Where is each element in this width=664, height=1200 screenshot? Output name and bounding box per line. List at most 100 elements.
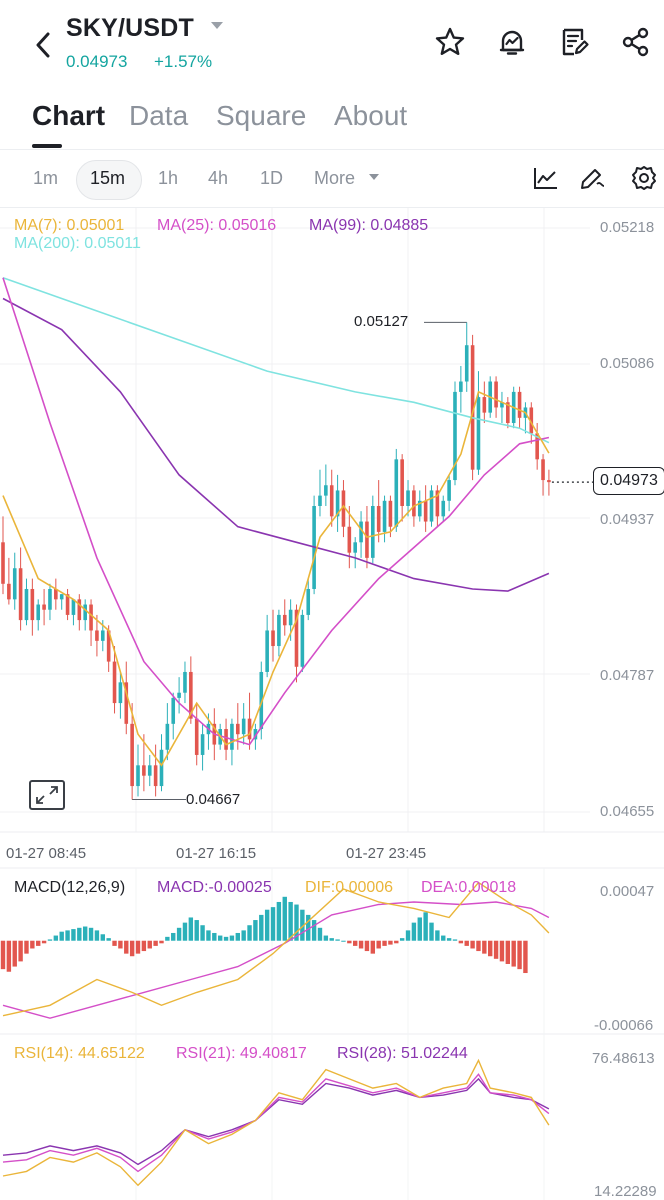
candle-body	[183, 671, 187, 693]
macd-bar	[282, 896, 287, 941]
macd-bar	[147, 940, 152, 949]
macd-bar	[288, 901, 293, 941]
candle-body	[77, 599, 82, 621]
interval-4h[interactable]: 4h	[208, 168, 229, 188]
price-axis-label: 0.05218	[600, 219, 654, 236]
candle-body	[18, 568, 23, 621]
candle-body	[194, 718, 199, 755]
macd-bar	[464, 940, 469, 946]
indicator-lines	[2, 277, 594, 1187]
draw-button[interactable]	[576, 162, 608, 194]
back-button[interactable]	[28, 28, 58, 62]
chart-settings-button[interactable]	[628, 162, 660, 194]
candle-body	[65, 594, 70, 615]
candle-body	[464, 345, 469, 382]
macd-bar	[217, 935, 223, 941]
interval-bar: 1m 15m 1h 4h 1D More	[0, 152, 664, 208]
tab-chart[interactable]: Chart	[32, 100, 106, 131]
macd-bar	[441, 935, 446, 941]
ma25-legend: MA(25): 0.05016	[157, 217, 277, 234]
interval-15m[interactable]: 15m	[90, 168, 126, 188]
price-alert-button[interactable]	[494, 24, 530, 60]
candle-body	[118, 682, 123, 704]
candle-body	[130, 723, 134, 787]
tab-about[interactable]: About	[334, 100, 408, 131]
macd-bar	[394, 940, 399, 944]
macd-bar	[364, 940, 370, 952]
candle-body	[89, 604, 93, 631]
interval-1m[interactable]: 1m	[33, 168, 59, 188]
star-icon	[435, 27, 465, 55]
candle-body	[30, 588, 35, 621]
interval-1d[interactable]: 1D	[260, 168, 284, 188]
macd-bar	[452, 939, 458, 941]
macd-bar	[36, 940, 41, 946]
candle-body	[106, 630, 111, 662]
rsi-axis-label: 14.22289	[594, 1183, 657, 1200]
macd-bar	[6, 940, 12, 972]
macd-bar	[399, 938, 405, 941]
macd-bar	[405, 930, 411, 941]
time-axis-label: 01-27 08:45	[6, 845, 86, 862]
macd-bar	[118, 940, 123, 949]
ma200-line	[2, 277, 550, 444]
tab-data[interactable]: Data	[129, 100, 189, 131]
macd-bar	[300, 909, 305, 941]
kline-chart[interactable]: 0.05127 0.04667 0.05218 0.05086 0.04937 …	[0, 208, 664, 1200]
macd-bar	[347, 940, 352, 944]
tab-square[interactable]: Square	[216, 100, 307, 131]
macd-bar	[294, 904, 299, 941]
rsi14-line	[2, 1058, 550, 1187]
macd-axis-label: -0.00066	[594, 1017, 653, 1034]
caret-down-icon[interactable]	[369, 174, 379, 180]
favorite-button[interactable]	[432, 24, 468, 60]
macd-bar	[124, 940, 129, 954]
interval-1h[interactable]: 1h	[158, 168, 179, 188]
macd-bar	[0, 940, 6, 970]
macd-bar	[194, 920, 199, 941]
candle-body	[136, 765, 140, 787]
high-marker-label: 0.05127	[354, 313, 408, 330]
candle-body	[453, 391, 457, 481]
candle-body	[1, 542, 5, 584]
candle-body	[253, 729, 258, 740]
candle-body	[282, 614, 287, 626]
macd-bar	[306, 914, 311, 941]
candle-body	[476, 397, 481, 470]
share-button[interactable]	[618, 24, 654, 60]
candle-body	[24, 588, 29, 621]
fullscreen-button[interactable]	[29, 780, 65, 810]
candle-body	[547, 480, 551, 483]
candle-body	[259, 671, 264, 730]
candle-body	[482, 397, 487, 413]
candle-body	[365, 521, 369, 558]
macd-bar	[206, 930, 211, 941]
price-change: +1.57%	[154, 52, 213, 71]
macd-bar	[376, 940, 381, 949]
ma7-legend: MA(7): 0.05001	[14, 217, 125, 234]
macd-bar	[53, 935, 59, 941]
candle-body	[54, 588, 58, 600]
interval-more[interactable]: More	[314, 168, 356, 188]
macd-bar	[411, 922, 417, 941]
candle-body	[100, 630, 105, 641]
indicator-button[interactable]	[530, 162, 562, 194]
notes-button[interactable]	[556, 24, 592, 60]
macd-bar	[82, 926, 88, 941]
candle-body	[95, 630, 99, 641]
macd-bar	[388, 940, 393, 945]
macd-bar	[446, 938, 452, 941]
candle-body	[529, 407, 534, 434]
ma99-line	[2, 297, 550, 592]
candle-body	[153, 765, 158, 787]
macd-bar	[235, 932, 240, 941]
caret-down-icon[interactable]	[211, 22, 223, 29]
candle-body	[294, 609, 299, 667]
candle-body	[7, 583, 11, 600]
candle-body	[165, 723, 170, 750]
macd-bar	[353, 940, 358, 946]
macd-title[interactable]: MACD(12,26,9)	[14, 879, 126, 896]
dea-value: DEA:0.00018	[421, 879, 517, 896]
pair-title[interactable]: SKY/USDT	[66, 14, 195, 42]
macd-bar	[24, 940, 29, 954]
